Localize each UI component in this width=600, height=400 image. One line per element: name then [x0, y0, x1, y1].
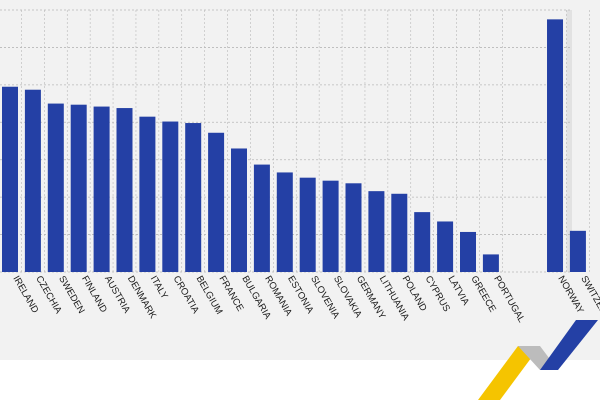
bar-bulgaria [231, 148, 247, 272]
bar-slovenia [299, 177, 316, 272]
bar-austria [93, 106, 110, 273]
bar-poland [391, 193, 408, 272]
bar-cyprus [414, 212, 431, 272]
chart-panel: IRELAND CZECHIA SWEDEN FINLAND AUSTRIA DENMAR… [0, 0, 600, 360]
bar-romania [253, 164, 270, 272]
bar-sweden [47, 103, 64, 272]
bar-belgium [185, 123, 202, 272]
bar-chart: IRELANDCZECHIASWEDENFINLANDAUSTRIADENMAR… [0, 9, 600, 339]
zigzag-logo [478, 320, 598, 400]
bar-portugal [482, 254, 499, 272]
logo-blue-stroke [540, 320, 598, 370]
logo-yellow-stroke [478, 346, 540, 400]
bar-germany [345, 183, 362, 272]
bar-italy [139, 116, 156, 273]
bar-czechia [24, 89, 41, 272]
bar-slovakia [322, 180, 339, 272]
bar-denmark [116, 108, 133, 272]
bar-switzerland [569, 230, 586, 272]
bar-greece [460, 231, 476, 272]
bar-ireland [2, 86, 18, 272]
bar-lithuania [368, 191, 385, 272]
highlight-band [566, 10, 572, 272]
bar-croatia [162, 121, 179, 272]
bar-france [208, 132, 225, 272]
bar-latvia [437, 221, 454, 272]
category-label-portugal: PORTUGAL [491, 274, 527, 325]
bar-norway [547, 19, 564, 272]
bar-finland [70, 104, 87, 273]
category-label-italy: ITALY [148, 274, 170, 302]
bar-estonia [276, 172, 293, 272]
